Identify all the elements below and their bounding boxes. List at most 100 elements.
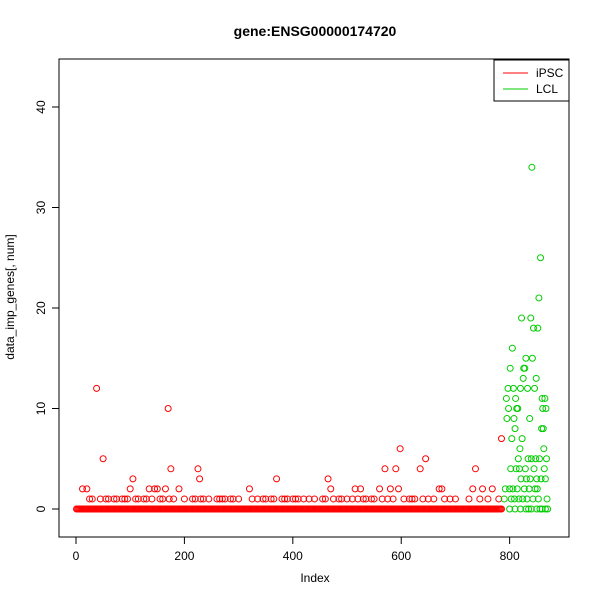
data-point [357,485,365,493]
data-point [348,495,356,503]
x-tick-label: 400 [283,549,303,563]
data-point [516,384,524,392]
data-point [521,364,529,372]
data-point [151,485,159,493]
data-point [522,354,530,362]
data-point [367,495,375,503]
data-point [519,374,527,382]
data-point [129,475,137,483]
data-point [159,495,167,503]
x-tick-label: 600 [391,549,411,563]
data-point [532,374,540,382]
data-point [511,495,519,503]
data-point [164,405,172,412]
data-point [148,495,156,503]
data-point [175,485,183,493]
data-point [161,485,169,493]
data-point [311,495,318,503]
data-point [430,495,438,503]
data-point [300,495,308,503]
data-point [524,455,532,463]
data-point [270,495,278,503]
data-point [216,495,224,503]
data-point [142,495,150,503]
data-point [384,495,392,503]
data-point [319,495,327,503]
data-point [283,495,291,503]
data-point [521,465,529,473]
data-point [170,495,178,503]
data-point [324,475,332,483]
data-point [518,435,526,443]
data-point [292,495,300,503]
data-point [529,495,537,503]
data-point [506,485,514,493]
data-point [540,465,548,473]
data-point [435,485,443,493]
data-point [535,455,543,463]
data-point [335,495,343,503]
data-point [531,384,539,392]
data-point [419,495,427,503]
data-point [376,485,384,493]
data-point [526,475,534,483]
data-point [519,495,527,503]
data-point [508,344,516,352]
data-point [121,495,129,503]
data-point [392,465,400,473]
data-point [411,495,419,503]
data-point [498,435,506,443]
y-tick-label: 40 [34,100,48,114]
data-point [531,485,539,493]
data-point [488,485,496,493]
legend-label-lcl: LCL [536,82,558,96]
data-point [507,465,515,473]
data-points [73,163,552,513]
data-point [506,364,514,372]
data-point [400,495,408,503]
data-point [113,495,121,503]
data-point [93,384,101,392]
data-point [512,394,520,402]
data-point [539,425,547,433]
data-point [213,495,221,503]
data-point [525,505,533,513]
data-point [278,495,286,503]
data-point [535,294,543,302]
data-point [197,495,205,503]
data-point [389,495,397,503]
data-point [140,495,148,503]
data-point [510,415,518,423]
data-point [396,445,404,453]
data-point [262,495,270,503]
data-point [534,324,542,332]
data-point [408,495,416,503]
data-point [522,505,530,513]
legend-label-ipsc: iPSC [536,66,564,80]
data-point [527,455,535,463]
data-point [180,495,188,503]
data-point [83,485,91,493]
data-point [145,485,153,493]
data-point [327,485,335,493]
data-point [527,314,535,322]
data-point [362,495,370,503]
data-point [199,495,207,503]
data-point [446,495,454,503]
data-point [511,505,519,513]
data-point [537,254,545,262]
data-point [476,495,484,503]
data-point [226,495,234,503]
data-point [544,505,552,513]
data-point [532,455,540,463]
data-point [354,495,362,503]
data-point [191,495,199,503]
data-point [506,505,514,513]
data-point [441,495,449,503]
data-point [245,485,253,493]
data-point [522,475,530,483]
data-point [537,475,545,483]
y-tick-label: 10 [34,402,48,416]
data-point [194,465,202,473]
